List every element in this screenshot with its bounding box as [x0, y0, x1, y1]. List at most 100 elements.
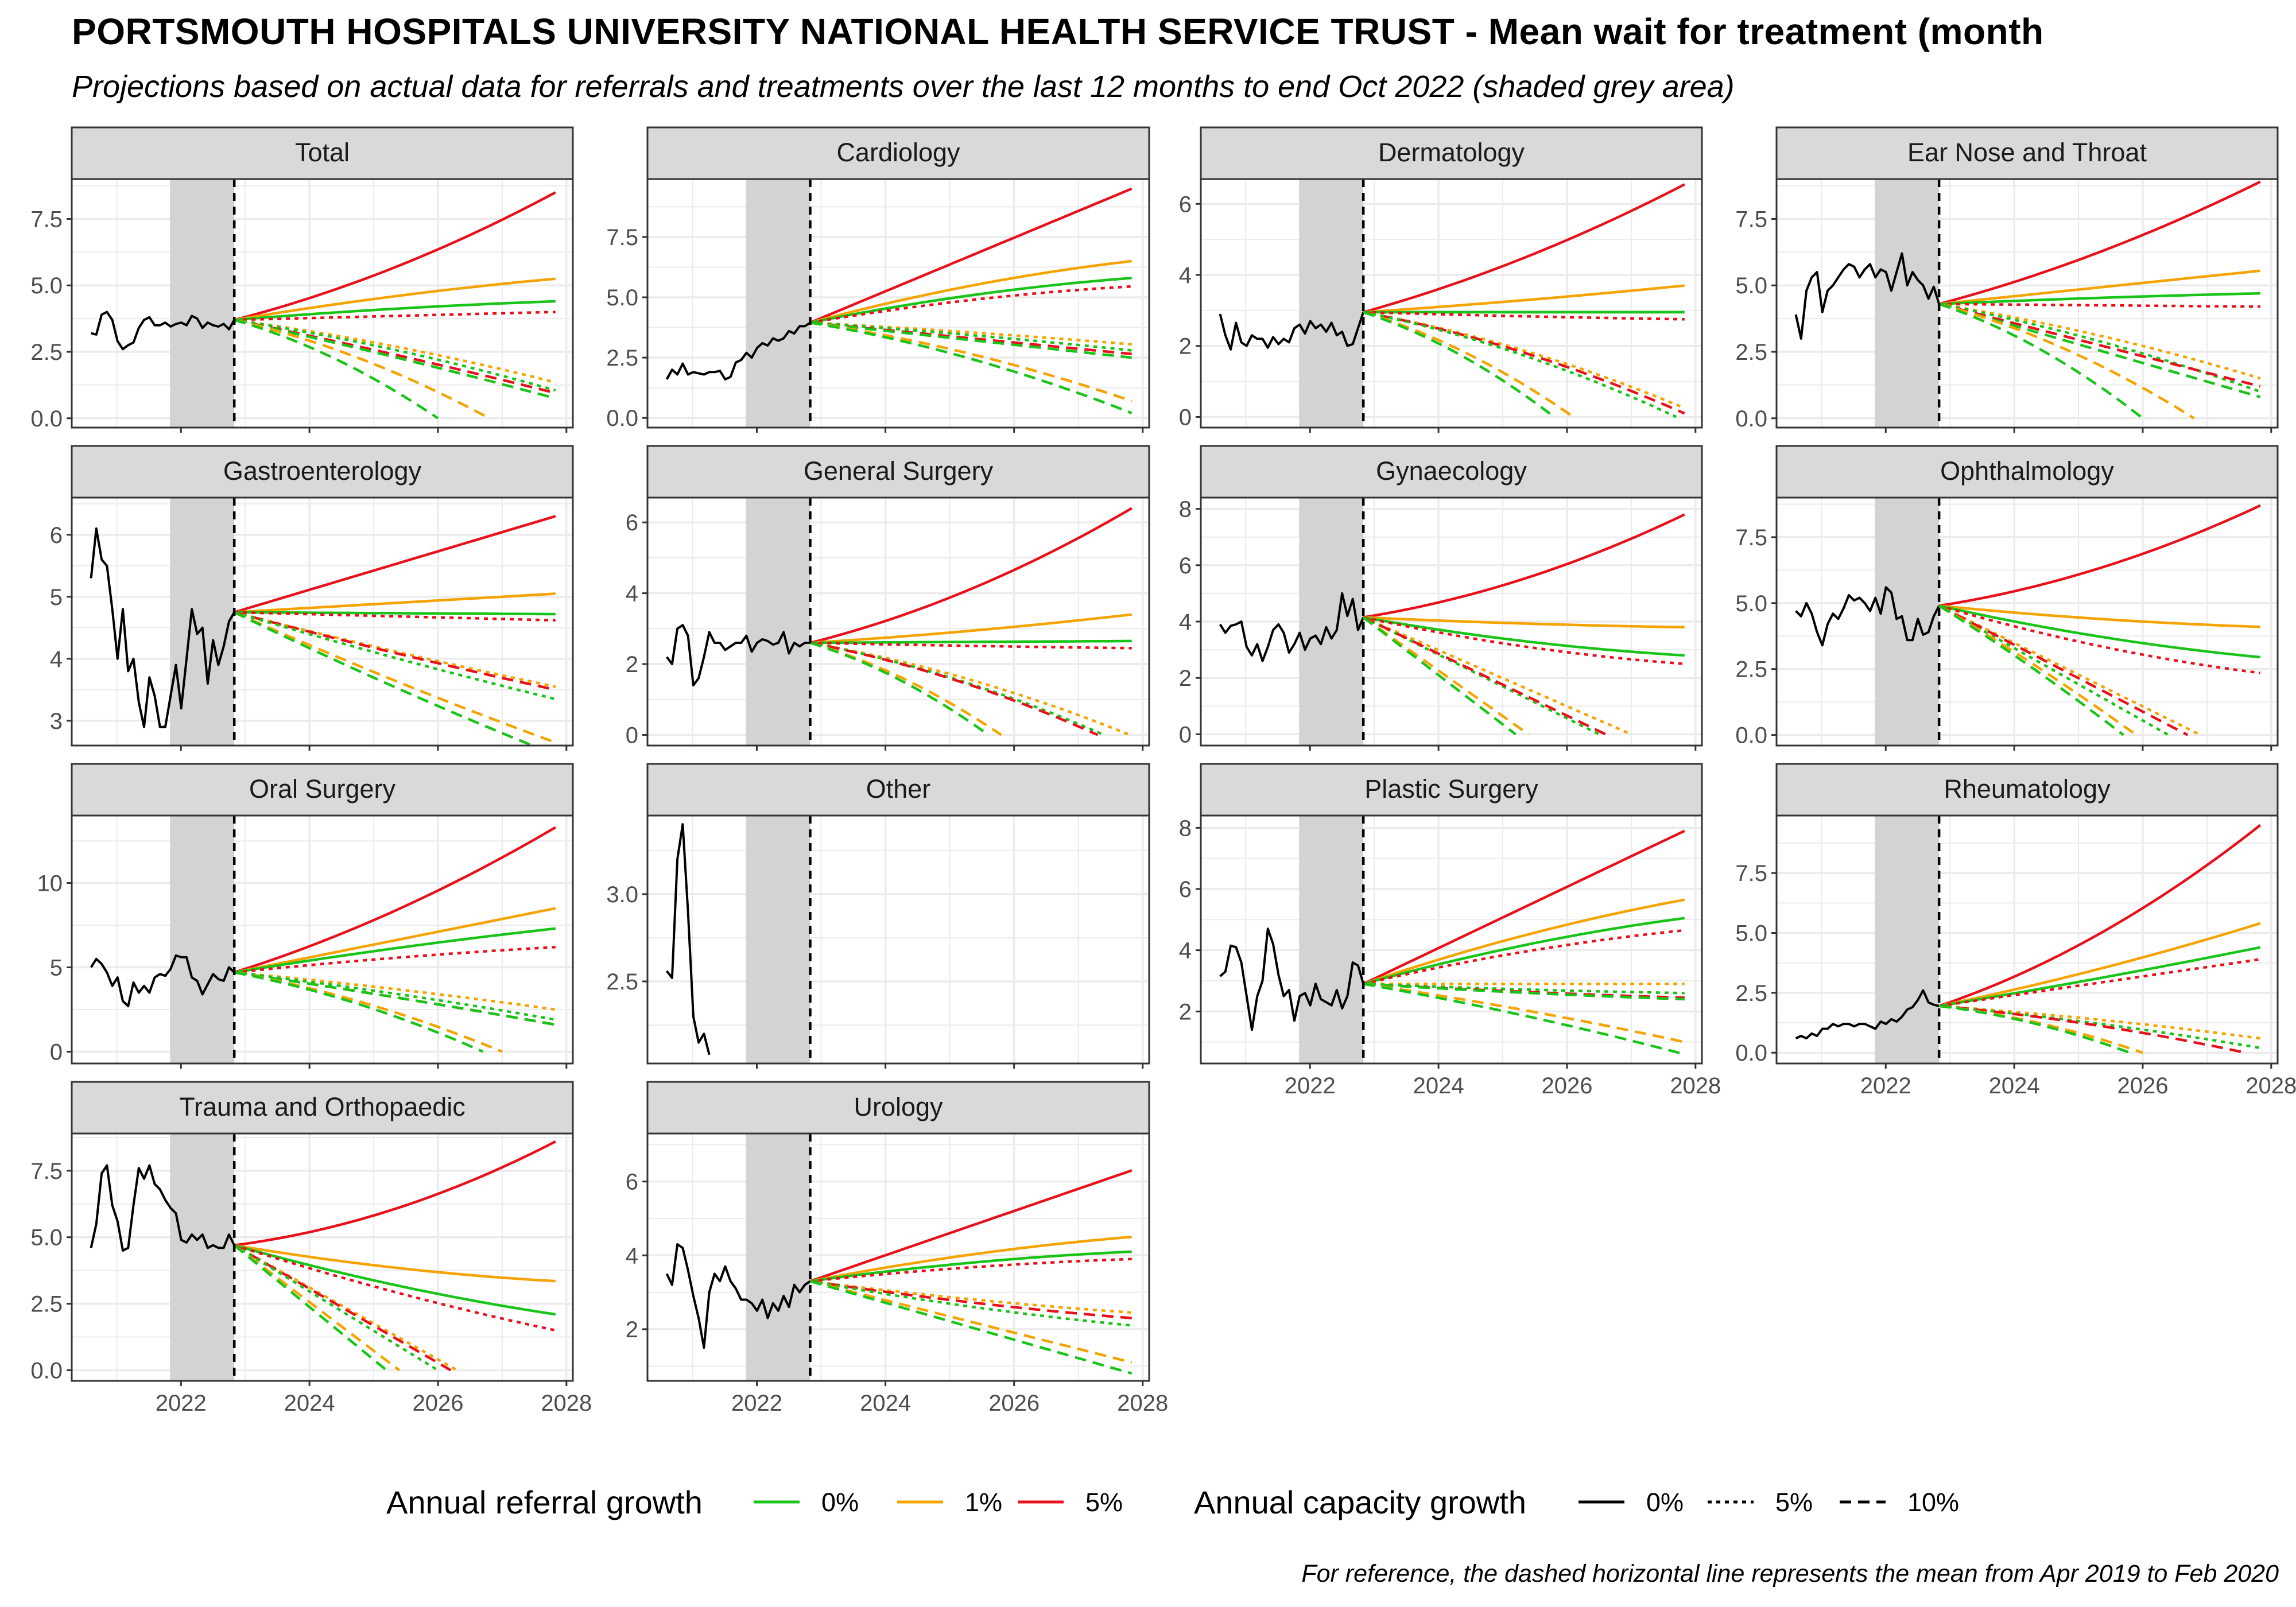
y-tick-label: 5.0 [1735, 273, 1767, 298]
projection-line-ref1-cap0 [1363, 284, 1685, 314]
y-tick-label: 6 [626, 510, 638, 535]
y-tick-label: 0.0 [1735, 1041, 1767, 1066]
projection-line-ref0-cap10 [809, 1280, 1133, 1375]
projection-line-ref5-cap5 [234, 611, 556, 622]
projection-line-ref0-cap5 [810, 1280, 1132, 1327]
projection-line-ref0-cap10 [809, 641, 990, 736]
projection-line-ref1-cap10 [234, 611, 556, 744]
panel-data [666, 823, 711, 1055]
x-tick-label: 2026 [988, 1391, 1040, 1416]
legend-label-capacity: 10% [1907, 1488, 1959, 1517]
projection-line-ref0-cap10 [233, 1244, 387, 1372]
facet-strip-label: Oral Surgery [249, 774, 396, 804]
y-tick-label: 4 [50, 647, 63, 672]
projection-line-ref0-cap5 [1363, 983, 1685, 995]
projection-line-ref1-cap5 [810, 1280, 1132, 1314]
projection-line-ref0-cap10 [1938, 604, 2124, 736]
y-tick-label: 5.0 [1735, 591, 1767, 616]
y-tick-label: 7.5 [30, 1159, 63, 1184]
y-tick-label: 5 [50, 955, 63, 980]
facet-strip [1775, 445, 2279, 499]
projection-line-ref5-cap10 [1363, 310, 1685, 415]
legend-label-capacity: 5% [1775, 1488, 1813, 1517]
projection-line-ref5-cap0 [809, 507, 1133, 645]
facet-strip-label: Plastic Surgery [1364, 774, 1538, 804]
legend-label-capacity: 0% [1646, 1488, 1684, 1517]
projection-line-ref1-cap10 [234, 319, 490, 420]
y-tick-label: 7.5 [1735, 525, 1767, 550]
projection-line-ref5-cap5 [810, 285, 1132, 324]
y-tick-label: 6 [50, 523, 63, 548]
y-tick-label: 10 [37, 871, 63, 896]
actual-series-line [90, 954, 235, 1008]
actual-series-line [1795, 586, 1940, 647]
shaded-period [746, 816, 810, 1063]
facet-strip-label: Urology [854, 1092, 943, 1121]
panel-gynaecology: Gynaecology 0 2 4 6 8 [1179, 445, 1703, 751]
panel-grid [1201, 179, 1702, 428]
y-tick-label: 0 [1179, 722, 1192, 747]
projection-line-ref1-cap0 [1938, 269, 2261, 305]
projection-line-ref0-cap10 [810, 321, 1133, 414]
y-tick-label: 5.0 [30, 1225, 63, 1251]
panel-data [1219, 183, 1685, 418]
projection-line-ref0-cap5 [810, 321, 1132, 352]
shaded-period [746, 1134, 810, 1381]
projection-line-ref5-cap5 [234, 310, 556, 321]
projection-line-ref1-cap10 [233, 1244, 401, 1372]
panel-data [91, 191, 556, 420]
projection-line-ref0-cap5 [234, 971, 556, 1021]
projection-line-ref1-cap5 [234, 971, 556, 1011]
panel-background [1201, 179, 1702, 428]
facet-strip-label: Total [295, 138, 350, 167]
panel-data [90, 515, 556, 746]
projection-line-ref1-cap5 [1363, 310, 1685, 410]
y-tick-label: 4 [1179, 610, 1192, 635]
x-tick-label: 2022 [156, 1391, 207, 1416]
y-tick-label: 6 [1179, 553, 1192, 579]
legend: Annual referral growth 0% 1% 5% Annual capac… [386, 1484, 1959, 1520]
projection-line-ref5-cap0 [1363, 829, 1685, 985]
y-tick-label: 2.5 [30, 1292, 63, 1317]
y-tick-label: 7.5 [606, 225, 638, 250]
projection-line-ref0-cap5 [234, 319, 556, 392]
y-tick-label: 8 [1179, 816, 1192, 841]
panel-data [665, 187, 1133, 414]
y-tick-label: 2 [626, 1317, 638, 1342]
actual-series-line [665, 1243, 811, 1349]
projection-line-ref0-cap10 [1362, 616, 1517, 736]
panel-data [665, 507, 1133, 736]
y-tick-label: 3.0 [606, 882, 638, 907]
projection-line-ref0-cap10 [1938, 302, 2144, 420]
panel-dermatology: Dermatology 0 2 4 6 [1179, 126, 1703, 433]
y-tick-label: 2 [1179, 999, 1192, 1024]
panel-background [72, 1134, 573, 1381]
actual-series-line [91, 310, 235, 351]
shaded-period [1875, 179, 1940, 428]
panel-oral-surgery: Oral Surgery 0 5 10 [37, 763, 574, 1069]
projection-line-ref5-cap0 [809, 187, 1133, 324]
projection-line-ref5-cap5 [234, 945, 556, 974]
y-tick-label: 0.0 [1735, 723, 1767, 748]
y-tick-label: 6 [1179, 192, 1192, 217]
panel-grid [1777, 498, 2278, 746]
y-tick-label: 5.0 [1735, 921, 1767, 946]
panel-background [647, 1134, 1149, 1381]
legend-label-referral: 1% [965, 1488, 1002, 1517]
projection-line-ref0-cap5 [234, 1244, 439, 1372]
projection-line-ref1-cap10 [809, 641, 1002, 736]
facet-strip-label: Gastroenterology [223, 456, 422, 486]
projection-line-ref0-cap5 [1938, 1004, 2261, 1050]
y-tick-label: 0.0 [30, 1358, 63, 1383]
y-tick-label: 2 [626, 652, 638, 677]
projection-line-ref1-cap0 [234, 1244, 556, 1283]
projection-line-ref0-cap0 [1363, 917, 1685, 985]
projection-line-ref1-cap0 [810, 1235, 1132, 1283]
facet-strip [71, 763, 574, 817]
y-tick-label: 7.5 [1735, 207, 1767, 232]
projection-line-ref0-cap0 [1938, 604, 2261, 659]
y-tick-label: 2 [1179, 666, 1192, 691]
panel-background [1777, 179, 2278, 428]
actual-series-line [1219, 312, 1365, 351]
chart-caption: For reference, the dashed horizontal lin… [1301, 1560, 2279, 1587]
